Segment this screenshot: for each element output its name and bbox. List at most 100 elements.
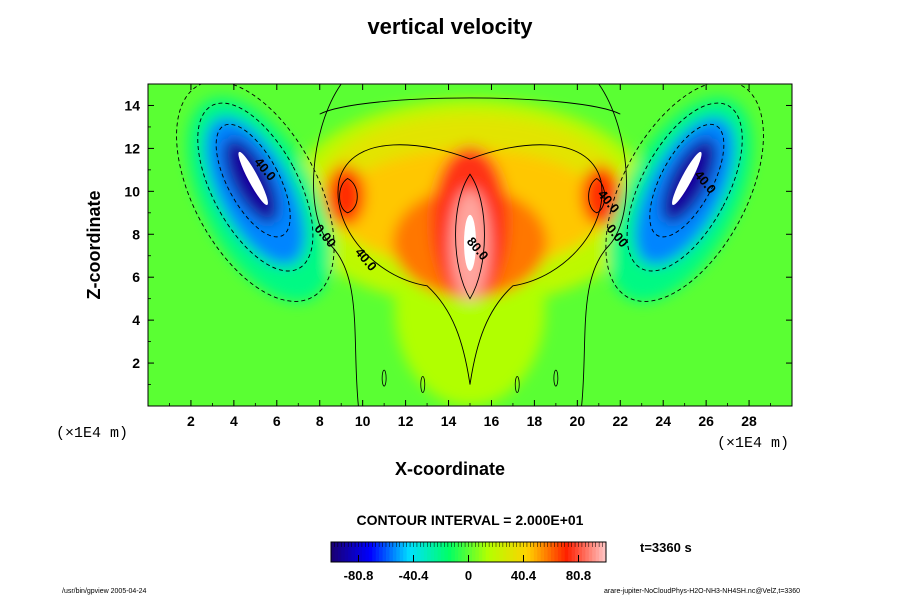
contour-negative (215, 123, 291, 238)
footer-command: /usr/bin/gpview 2005-04-24 (62, 588, 147, 595)
colorbar-segment (337, 542, 342, 562)
x-tick-label: 8 (316, 413, 324, 429)
colorbar-segment (502, 542, 507, 562)
downdraft-core-right (672, 151, 702, 206)
colorbar-segment (420, 542, 425, 562)
contour-streak (420, 376, 426, 393)
x-tick-label: 14 (441, 413, 457, 429)
colorbar-segment (444, 542, 449, 562)
time-label: t=3360 s (640, 540, 692, 555)
contour-top (319, 97, 621, 115)
x-tick-label: 2 (187, 413, 195, 429)
contour-island (588, 177, 606, 214)
colorbar-segment (478, 542, 483, 562)
x-axis-label: X-coordinate (394, 459, 505, 479)
colorbar-segment (575, 542, 579, 562)
colorbar-segment (554, 542, 559, 562)
footer-source: arare-jupiter-NoCloudPhys-H2O-NH3-NH4SH.… (604, 588, 800, 595)
colorbar-tick-label: 40.4 (511, 568, 537, 583)
colorbar-segment (599, 542, 604, 562)
x-tick-label: 12 (398, 413, 414, 429)
y-tick-label: 2 (132, 355, 140, 371)
x-tick-label: 18 (527, 413, 543, 429)
colorbar-segment (461, 542, 466, 562)
y-axis-unit: (×1E4 m) (56, 425, 129, 442)
contour-80 (455, 173, 485, 300)
colorbar-segment (451, 542, 456, 562)
colorbar-segment (578, 542, 583, 562)
colorbar-tick-label: -80.8 (344, 568, 374, 583)
colorbar-segment (334, 542, 339, 562)
x-tick-label: 28 (741, 413, 757, 429)
y-tick-label: 4 (132, 312, 140, 328)
colorbar-segment (355, 542, 359, 562)
colorbar-segment (547, 542, 552, 562)
colorbar-segment (351, 542, 356, 562)
contour-streak (514, 376, 520, 393)
colorbar-segment (358, 542, 363, 562)
x-tick-label: 16 (484, 413, 500, 429)
colorbar-segment (592, 542, 597, 562)
colorbar: -80.8 -40.4 0 40.4 80.8 (330, 541, 607, 583)
colorbar-tick-label: 80.8 (566, 568, 591, 583)
x-tick-label: 26 (698, 413, 714, 429)
colorbar-segment (516, 542, 521, 562)
y-tick-label: 6 (132, 269, 140, 285)
colorbar-segment (465, 542, 469, 562)
colorbar-segment (458, 542, 463, 562)
colorbar-segment (471, 542, 476, 562)
x-tick-label: 10 (355, 413, 371, 429)
colorbar-segment (454, 542, 459, 562)
colorbar-segment (489, 542, 494, 562)
colorbar-segment (585, 542, 590, 562)
colorbar-segment (441, 542, 445, 562)
y-axis-label: Z-coordinate (84, 190, 104, 299)
colorbar-segment (533, 542, 538, 562)
contour-negative (605, 84, 764, 302)
downdraft-core-left (238, 151, 268, 206)
colorbar-segment (523, 542, 528, 562)
colorbar-segment (403, 542, 408, 562)
contour-negative (197, 102, 314, 272)
colorbar-segment (537, 542, 542, 562)
colorbar-segment (382, 542, 387, 562)
colorbar-segment (427, 542, 432, 562)
y-tick-label: 8 (132, 226, 140, 242)
contour-negative (649, 123, 725, 238)
colorbar-segment (509, 542, 514, 562)
x-tick-label: 24 (655, 413, 671, 429)
colorbar-segment (557, 542, 562, 562)
colorbar-segment (372, 542, 377, 562)
colorbar-segment (526, 542, 531, 562)
colorbar-segment (348, 542, 353, 562)
colorbar-segment (430, 542, 435, 562)
x-axis: 2 4 6 8 10 12 14 16 18 20 22 24 26 28 (169, 84, 771, 429)
field-blob (326, 165, 365, 226)
y-tick-label: 10 (124, 183, 140, 199)
contour-streak (553, 369, 559, 387)
x-tick-label: 4 (230, 413, 238, 429)
colorbar-segment (595, 542, 600, 562)
colorbar-segment (447, 542, 452, 562)
colorbar-segment (344, 542, 349, 562)
contour-streak (381, 369, 387, 387)
x-tick-label: 22 (612, 413, 628, 429)
contour-zero-left (313, 84, 359, 406)
colorbar-segment (581, 542, 586, 562)
colorbar-segment (544, 542, 549, 562)
colorbar-segment (331, 542, 335, 562)
colorbar-tick-label: 0 (465, 568, 472, 583)
colorbar-segment (506, 542, 511, 562)
colorbar-segment (399, 542, 404, 562)
colorbar-segment (437, 542, 442, 562)
colorbar-segment (379, 542, 384, 562)
colorbar-segment (365, 542, 370, 562)
colorbar-segment (368, 542, 373, 562)
colorbar-segment (361, 542, 366, 562)
colorbar-tick-label: -40.4 (399, 568, 429, 583)
y-axis: 2 4 6 8 10 12 14 (124, 97, 792, 385)
colorbar-segment (413, 542, 418, 562)
colorbar-segment (499, 542, 504, 562)
colorbar-segment (375, 542, 380, 562)
